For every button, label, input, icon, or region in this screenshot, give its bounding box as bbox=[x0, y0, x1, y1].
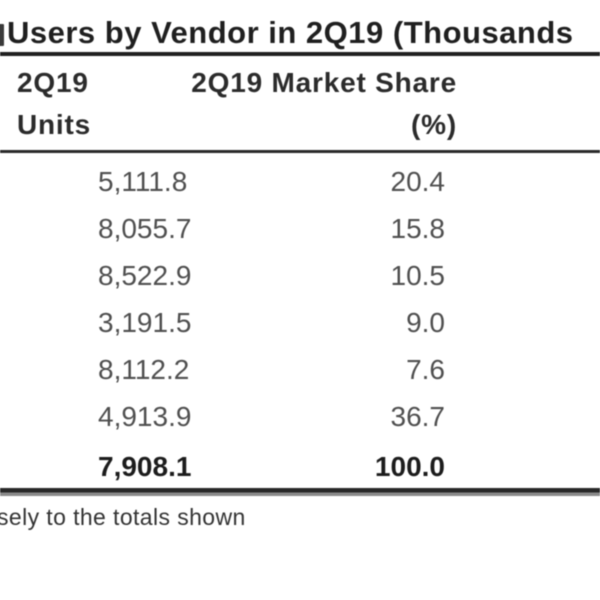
total-units-cell: 7,908.1 bbox=[98, 451, 192, 482]
table-bottom-rule bbox=[0, 488, 600, 496]
table-total-row: 7,908.1 100.0 bbox=[0, 442, 600, 492]
table-row: 5,111.8 20.4 bbox=[0, 158, 600, 205]
units-cell: 8,522.9 bbox=[98, 260, 192, 291]
column-header-share-line1: 2Q19 Market Share bbox=[191, 67, 457, 98]
share-cell: 20.4 bbox=[390, 166, 446, 197]
column-header-market-share: 2Q19 Market Share (%) bbox=[191, 62, 457, 146]
title-divider-rule bbox=[0, 52, 600, 56]
clipped-letter-fragment bbox=[0, 24, 4, 46]
share-cell: 7.6 bbox=[406, 354, 445, 385]
report-title: Users by Vendor in 2Q19 (Thousands bbox=[7, 15, 574, 50]
share-cell: 9.0 bbox=[406, 307, 445, 338]
column-header-units: 2Q19 Units bbox=[17, 62, 91, 146]
units-cell: 4,913.9 bbox=[98, 401, 192, 432]
table-body: 5,111.8 20.4 8,055.7 15.8 8,522.9 10.5 3… bbox=[0, 158, 600, 492]
total-share-cell: 100.0 bbox=[374, 451, 445, 482]
table-row: 8,112.2 7.6 bbox=[0, 346, 600, 393]
share-cell: 15.8 bbox=[390, 213, 446, 244]
share-cell: 36.7 bbox=[390, 401, 446, 432]
units-cell: 8,055.7 bbox=[98, 213, 192, 244]
share-cell: 10.5 bbox=[390, 260, 446, 291]
table-row: 8,522.9 10.5 bbox=[0, 252, 600, 299]
footnote: sely to the totals shown bbox=[0, 504, 246, 530]
units-cell: 8,112.2 bbox=[98, 354, 190, 385]
column-header-share-line2: (%) bbox=[411, 109, 457, 140]
table-row: 4,913.9 36.7 bbox=[0, 393, 600, 440]
column-header-units-line1: 2Q19 bbox=[17, 67, 89, 98]
column-header-units-line2: Units bbox=[17, 109, 91, 140]
table-row: 3,191.5 9.0 bbox=[0, 299, 600, 346]
units-cell: 5,111.8 bbox=[98, 166, 188, 197]
header-divider-rule bbox=[0, 150, 600, 153]
table-header-row: 2Q19 Units 2Q19 Market Share (%) bbox=[0, 62, 600, 150]
units-cell: 3,191.5 bbox=[98, 307, 192, 338]
table-row: 8,055.7 15.8 bbox=[0, 205, 600, 252]
